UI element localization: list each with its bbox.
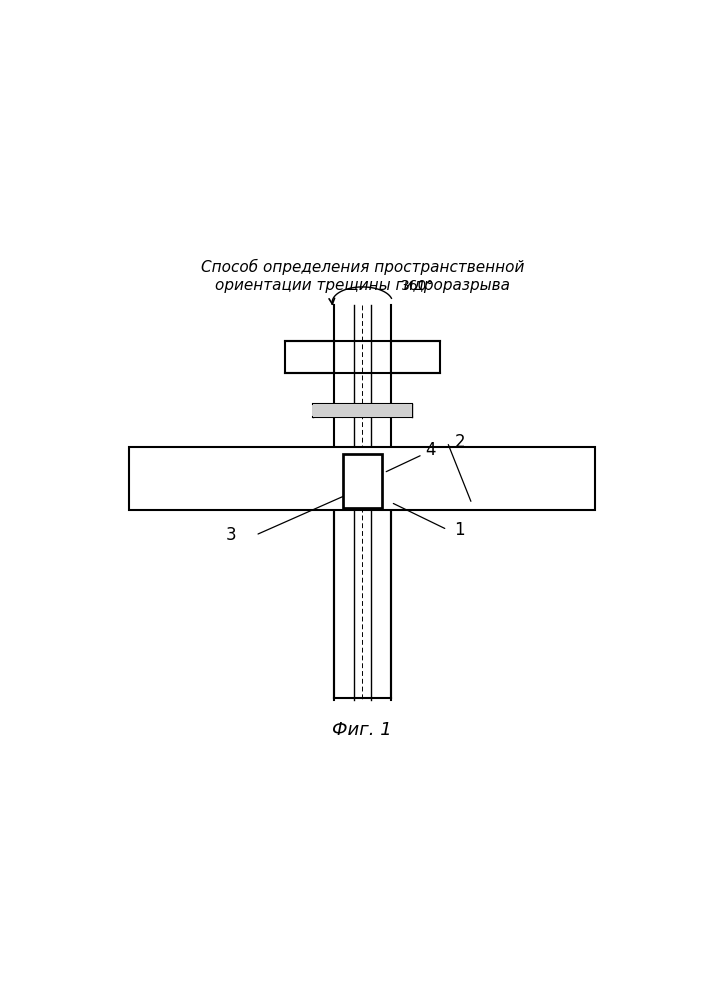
Text: 3: 3 <box>226 526 236 544</box>
Text: 4: 4 <box>426 441 436 459</box>
Text: 2: 2 <box>455 433 465 451</box>
Bar <box>129 447 595 510</box>
Text: 360°: 360° <box>401 279 434 293</box>
Text: 1: 1 <box>455 521 465 539</box>
Text: ориентации трещины гидроразрыва: ориентации трещины гидроразрыва <box>215 278 510 293</box>
Bar <box>343 454 382 508</box>
Bar <box>391 341 440 373</box>
Bar <box>284 341 334 373</box>
Text: Способ определения пространственной: Способ определения пространственной <box>201 259 524 275</box>
Bar <box>313 404 411 417</box>
Text: Фиг. 1: Фиг. 1 <box>332 721 392 739</box>
